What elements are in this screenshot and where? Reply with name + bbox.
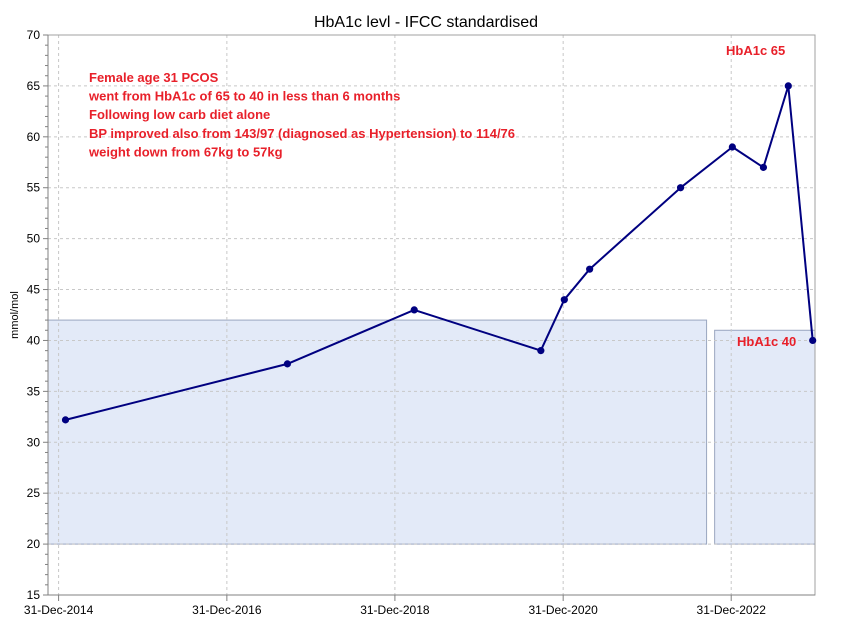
data-point — [759, 163, 768, 171]
reference-bands — [47, 319, 816, 545]
annotation-line: Female age 31 PCOS — [89, 70, 219, 85]
y-tick-label: 70 — [27, 28, 41, 42]
x-tick-label: 31-Dec-2014 — [24, 603, 94, 617]
x-tick-label: 31-Dec-2018 — [360, 603, 430, 617]
reference-band — [47, 319, 708, 545]
y-tick-label: 45 — [27, 283, 41, 297]
annotation-line: Following low carb diet alone — [89, 107, 270, 122]
data-point — [61, 416, 70, 424]
y-axis: 15 20 25 30 35 40 45 50 55 60 65 70 — [27, 28, 49, 602]
y-tick-label: 20 — [27, 537, 41, 551]
x-tick-label: 31-Dec-2020 — [528, 603, 598, 617]
y-tick-label: 60 — [27, 130, 41, 144]
y-tick-label: 40 — [27, 333, 41, 347]
data-point — [410, 306, 418, 314]
reference-band — [714, 329, 816, 545]
x-tick-label: 31-Dec-2022 — [697, 603, 767, 617]
y-tick-label: 50 — [27, 232, 41, 246]
point-labels: HbA1c 65 HbA1c 40 — [726, 43, 796, 349]
data-point — [784, 82, 792, 90]
x-axis: 31-Dec-2014 31-Dec-2016 31-Dec-2018 31-Dec-… — [24, 594, 815, 617]
y-tick-label: 35 — [27, 384, 41, 398]
y-tick-label: 25 — [27, 486, 41, 500]
x-tick-label: 31-Dec-2016 — [192, 603, 262, 617]
data-point — [728, 143, 736, 151]
y-tick-label: 30 — [27, 435, 41, 449]
y-tick-label: 65 — [27, 79, 41, 93]
annotation-line: BP improved also from 143/97 (diagnosed … — [89, 126, 515, 141]
annotation-line: went from HbA1c of 65 to 40 in less than… — [88, 89, 400, 104]
annotation-text: Female age 31 PCOS went from HbA1c of 65 … — [88, 70, 515, 159]
data-point — [586, 265, 594, 273]
y-tick-label: 15 — [27, 588, 41, 602]
data-point — [537, 347, 545, 355]
data-point — [809, 336, 817, 345]
data-point — [283, 360, 291, 368]
point-label: HbA1c 40 — [737, 334, 796, 349]
y-axis-label: mmol/mol — [9, 291, 21, 339]
chart-title: HbA1c levl - IFCC standardised — [314, 14, 538, 31]
series-layer — [61, 82, 817, 424]
data-point — [560, 296, 568, 304]
annotation-line: weight down from 67kg to 57kg — [88, 144, 283, 159]
data-point — [676, 184, 685, 192]
point-label: HbA1c 65 — [726, 43, 785, 58]
y-tick-label: 55 — [27, 181, 41, 195]
